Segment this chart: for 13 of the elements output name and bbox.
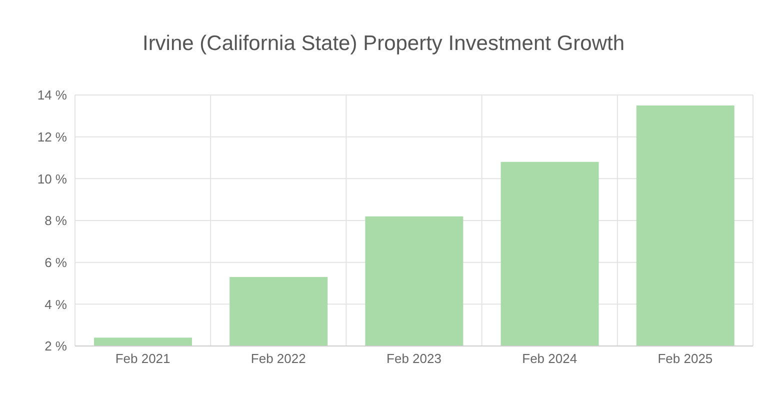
y-tick-label: 10 % [37,171,68,186]
y-tick-label: 4 % [44,296,68,312]
y-tick-label: 14 % [37,88,68,103]
chart-title: Irvine (California State) Property Investment Growth [141,32,626,56]
y-tick-label: 2 % [44,338,68,354]
y-tick-label: 8 % [44,213,68,228]
y-tick-label: 6 % [44,254,68,270]
y-tick-label: 12 % [37,129,68,144]
x-tick-label: Feb 2022 [250,351,306,366]
x-tick-label: Feb 2025 [658,351,713,366]
x-tick-label: Feb 2024 [522,351,578,366]
x-tick-label: Feb 2023 [386,351,442,366]
x-tick-label: Feb 2021 [115,351,170,366]
